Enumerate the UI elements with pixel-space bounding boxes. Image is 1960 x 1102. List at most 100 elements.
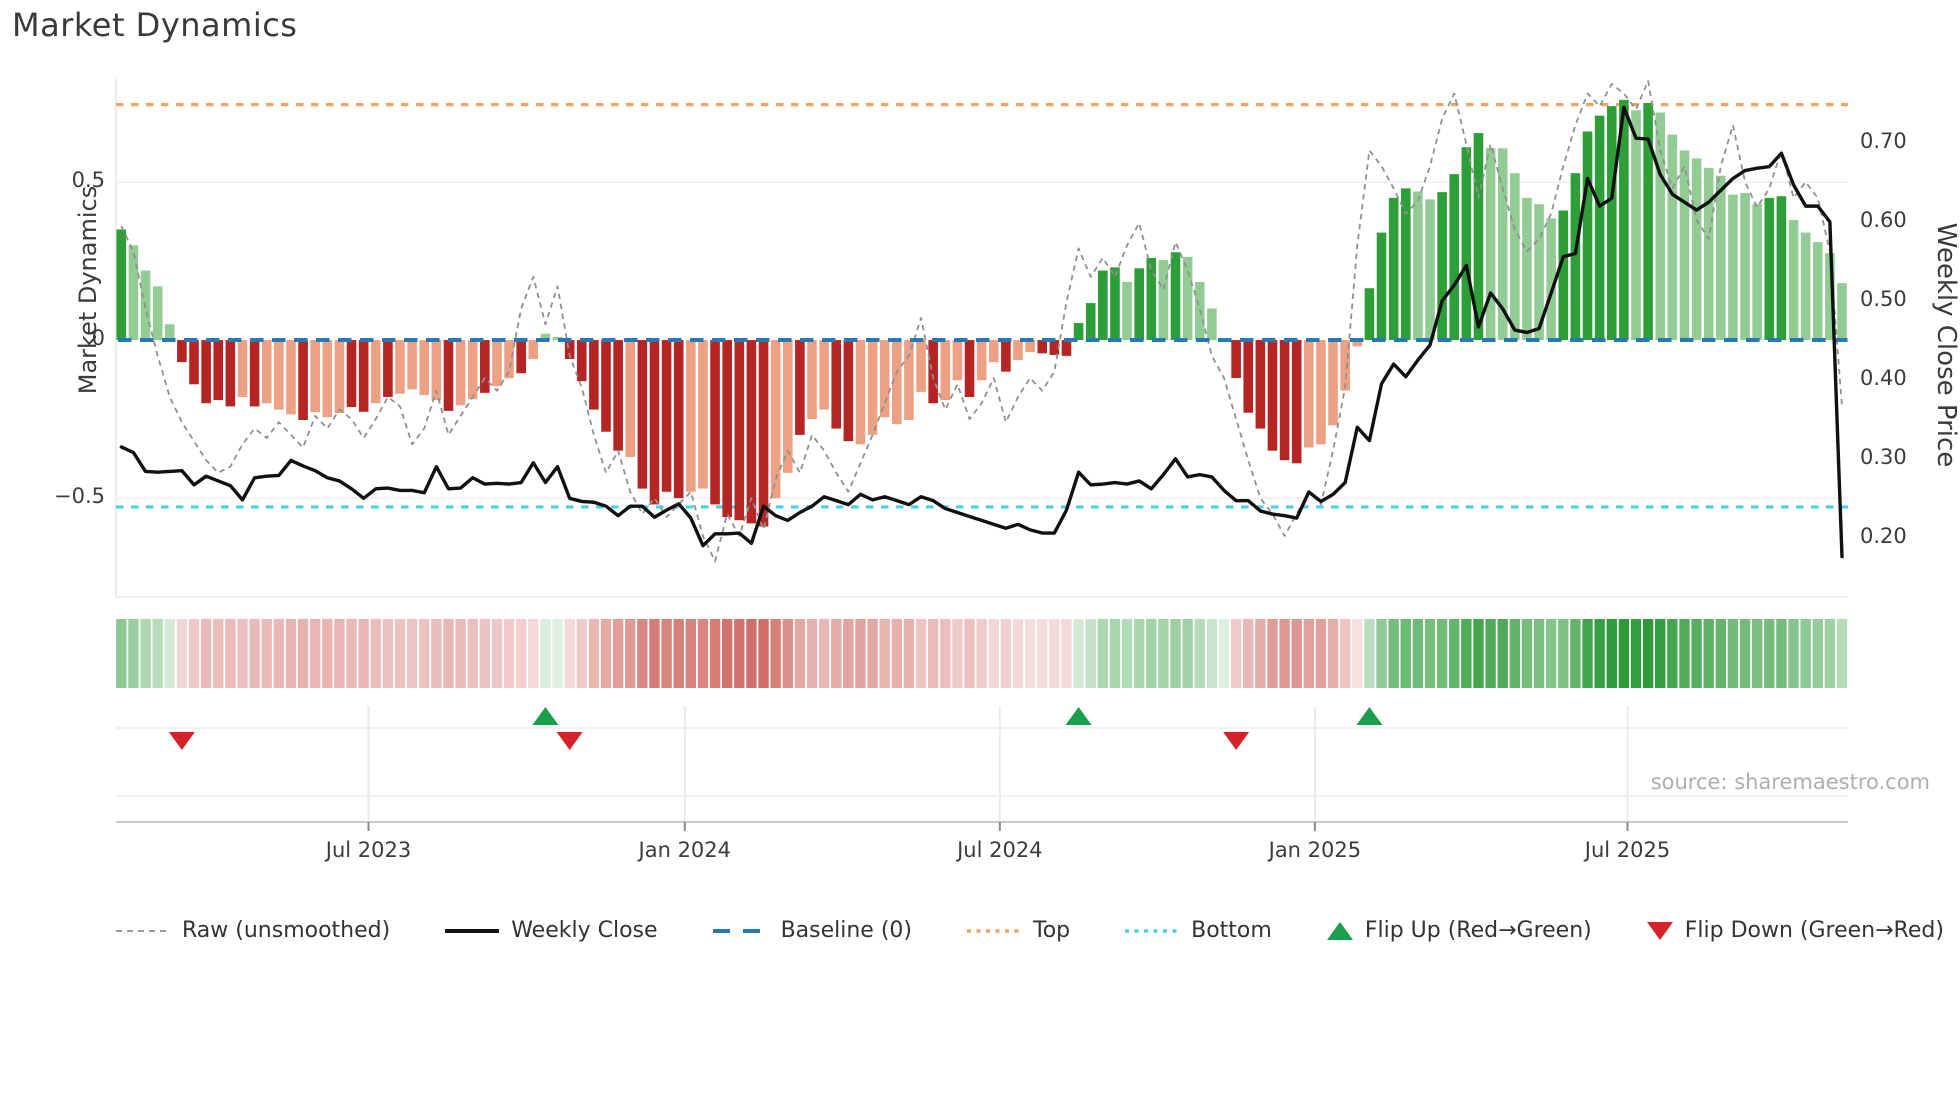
oscillator-bar	[1643, 103, 1653, 341]
heatmap-cell	[1582, 619, 1593, 688]
oscillator-bar	[879, 340, 890, 418]
heatmap-cell	[503, 619, 515, 688]
oscillator-bar	[734, 340, 745, 521]
oscillator-bar	[504, 340, 514, 379]
oscillator-bar	[1655, 112, 1666, 341]
oscillator-bar	[952, 340, 963, 381]
heatmap-cell	[1679, 619, 1690, 688]
oscillator-bar	[237, 340, 248, 397]
right-axis-label: Weekly Close Price	[1931, 222, 1960, 468]
heatmap-cell	[358, 619, 369, 688]
oscillator-bar	[673, 340, 684, 499]
heatmap-cell	[818, 619, 830, 688]
oscillator-bar	[1013, 340, 1023, 360]
oscillator-bar	[1728, 194, 1738, 341]
oscillator-bar	[358, 340, 369, 412]
heatmap-cell	[1424, 619, 1436, 688]
heatmap-cell	[1012, 619, 1024, 688]
heatmap-cell	[1509, 619, 1521, 688]
oscillator-bar	[843, 340, 854, 442]
oscillator-bar	[1207, 308, 1217, 341]
right-axis-tick-label: 0.60	[1860, 207, 1907, 232]
oscillator-bar	[1788, 219, 1799, 341]
oscillator-bar	[1522, 197, 1532, 341]
oscillator-bar	[1388, 197, 1399, 341]
heatmap-cell	[600, 619, 612, 688]
oscillator-bar	[1740, 193, 1750, 341]
heatmap-cell	[746, 619, 757, 688]
heatmap-cell	[334, 619, 345, 688]
oscillator-bar	[419, 340, 430, 396]
oscillator-bar	[552, 336, 563, 341]
heatmap-cell	[1000, 619, 1012, 688]
oscillator-bar	[528, 340, 539, 360]
flip-up-marker	[1356, 707, 1383, 725]
oscillator-bar	[1170, 252, 1181, 341]
heatmap-cell	[1594, 619, 1605, 688]
oscillator-bar	[1703, 167, 1714, 341]
orange-dots-icon	[967, 928, 1021, 933]
oscillator-bar	[1328, 340, 1338, 426]
oscillator-bar	[1001, 340, 1011, 372]
oscillator-bar	[1497, 148, 1508, 341]
heatmap-cell	[879, 619, 890, 688]
legend-item-bottom: Bottom	[1125, 918, 1272, 943]
oscillator-bar	[661, 340, 672, 492]
heatmap-cell	[1255, 619, 1266, 688]
oscillator-bar	[116, 229, 127, 341]
heatmap-cell	[1630, 619, 1642, 688]
oscillator-bar	[310, 340, 320, 413]
oscillator-bar	[1340, 340, 1350, 391]
heatmap-cell	[1812, 619, 1823, 688]
heatmap-cell	[443, 619, 454, 688]
heatmap-cell	[552, 619, 563, 688]
oscillator-bar	[467, 340, 478, 400]
oscillator-bar	[1461, 147, 1472, 341]
oscillator-bar	[855, 340, 866, 445]
heatmap-cell	[261, 619, 272, 688]
legend-label-weekly-close: Weekly Close	[511, 918, 658, 943]
heatmap-cell	[346, 619, 357, 688]
oscillator-bar	[152, 286, 163, 341]
oscillator-bar	[213, 340, 224, 401]
oscillator-bar	[1716, 175, 1726, 341]
heatmap-cell	[1788, 619, 1799, 688]
heatmap-cell	[249, 619, 260, 688]
oscillator-bar	[1231, 340, 1241, 378]
heatmap-cell	[419, 619, 430, 688]
dashed-gray-line-icon	[116, 929, 170, 932]
heatmap-cell	[1570, 619, 1581, 688]
heatmap-cell	[964, 619, 975, 688]
oscillator-bar	[1691, 158, 1702, 341]
heatmap-cell	[1642, 619, 1654, 688]
heatmap-cell	[1073, 619, 1084, 688]
heatmap-cell	[952, 619, 963, 688]
heatmap-cell	[1182, 619, 1193, 688]
oscillator-bar	[1485, 148, 1496, 341]
legend-item-baseline: Baseline (0)	[712, 918, 912, 943]
heatmap-cell	[1400, 619, 1411, 688]
oscillator-bar	[722, 340, 732, 518]
heatmap-cell	[673, 619, 684, 688]
heatmap-cell	[1449, 619, 1460, 688]
heatmap-cell	[1303, 619, 1315, 688]
heatmap-cell	[1655, 619, 1666, 688]
heatmap-cell	[1606, 619, 1617, 688]
heatmap-cell	[1533, 619, 1545, 688]
oscillator-bar	[383, 340, 393, 397]
oscillator-bar	[1800, 232, 1811, 341]
oscillator-bar	[1364, 288, 1375, 341]
heatmap-cell	[491, 619, 503, 688]
flip-up-marker	[532, 707, 559, 725]
oscillator-bar	[1510, 173, 1520, 341]
heatmap-cell	[1133, 619, 1145, 688]
heatmap-cell	[940, 619, 951, 688]
oscillator-bar	[334, 340, 345, 414]
heatmap-cell	[564, 619, 575, 688]
heatmap-cell	[116, 619, 127, 688]
heatmap-cell	[406, 619, 418, 688]
oscillator-bar	[1570, 173, 1581, 341]
heatmap-cell	[1024, 619, 1036, 688]
flip-down-triangle-icon	[1646, 921, 1673, 940]
flip-up-marker	[1065, 707, 1092, 725]
